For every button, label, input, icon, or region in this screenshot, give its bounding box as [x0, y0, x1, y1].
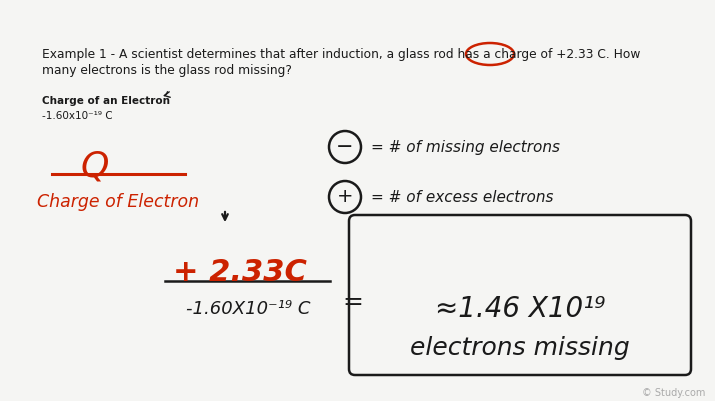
Text: =: = [342, 289, 363, 313]
Text: © Study.com: © Study.com [641, 387, 705, 397]
Text: ≈1.46 X10¹⁹: ≈1.46 X10¹⁹ [435, 294, 605, 322]
Text: electrons missing: electrons missing [410, 335, 630, 359]
Text: Charge of an Electron: Charge of an Electron [42, 96, 170, 106]
Text: Charge of Electron: Charge of Electron [37, 192, 199, 211]
Text: Q: Q [81, 150, 109, 184]
Text: = # of missing electrons: = # of missing electrons [371, 140, 560, 155]
Text: −: − [336, 137, 354, 157]
Text: + 2.33C: + 2.33C [173, 257, 307, 286]
Text: Example 1 - A scientist determines that after induction, a glass rod has a charg: Example 1 - A scientist determines that … [42, 48, 641, 61]
Text: = # of excess electrons: = # of excess electrons [371, 190, 553, 205]
FancyBboxPatch shape [349, 215, 691, 375]
Text: +: + [337, 187, 353, 206]
Text: -1.60x10⁻¹⁹ C: -1.60x10⁻¹⁹ C [42, 111, 113, 121]
Text: many electrons is the glass rod missing?: many electrons is the glass rod missing? [42, 64, 292, 77]
Text: -1.60X10⁻¹⁹ C: -1.60X10⁻¹⁹ C [186, 299, 310, 317]
